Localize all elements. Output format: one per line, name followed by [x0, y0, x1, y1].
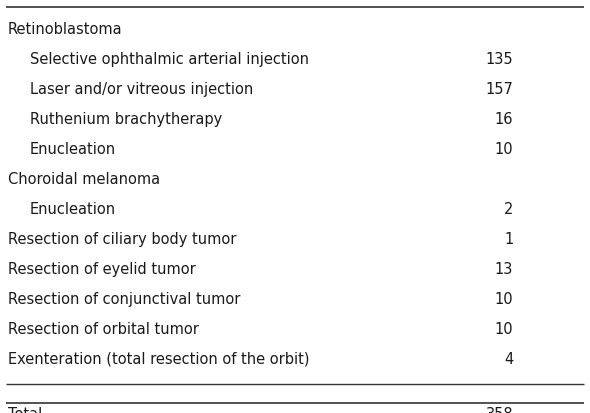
Text: 157: 157 [486, 82, 513, 97]
Text: Choroidal melanoma: Choroidal melanoma [8, 171, 160, 187]
Text: Resection of orbital tumor: Resection of orbital tumor [8, 321, 199, 336]
Text: Resection of eyelid tumor: Resection of eyelid tumor [8, 261, 195, 276]
Text: 16: 16 [495, 112, 513, 127]
Text: 13: 13 [495, 261, 513, 276]
Text: 2: 2 [504, 202, 513, 216]
Text: Resection of conjunctival tumor: Resection of conjunctival tumor [8, 291, 240, 306]
Text: 1: 1 [504, 231, 513, 247]
Text: 135: 135 [486, 52, 513, 67]
Text: Ruthenium brachytherapy: Ruthenium brachytherapy [30, 112, 222, 127]
Text: Enucleation: Enucleation [30, 142, 116, 157]
Text: Exenteration (total resection of the orbit): Exenteration (total resection of the orb… [8, 351, 309, 366]
Text: 10: 10 [494, 142, 513, 157]
Text: 10: 10 [494, 321, 513, 336]
Text: Laser and/or vitreous injection: Laser and/or vitreous injection [30, 82, 253, 97]
Text: Enucleation: Enucleation [30, 202, 116, 216]
Text: Total: Total [8, 406, 42, 413]
Text: Selective ophthalmic arterial injection: Selective ophthalmic arterial injection [30, 52, 309, 67]
Text: Resection of ciliary body tumor: Resection of ciliary body tumor [8, 231, 236, 247]
Text: Retinoblastoma: Retinoblastoma [8, 22, 122, 37]
Text: 358: 358 [486, 406, 513, 413]
Text: 10: 10 [494, 291, 513, 306]
Text: 4: 4 [504, 351, 513, 366]
